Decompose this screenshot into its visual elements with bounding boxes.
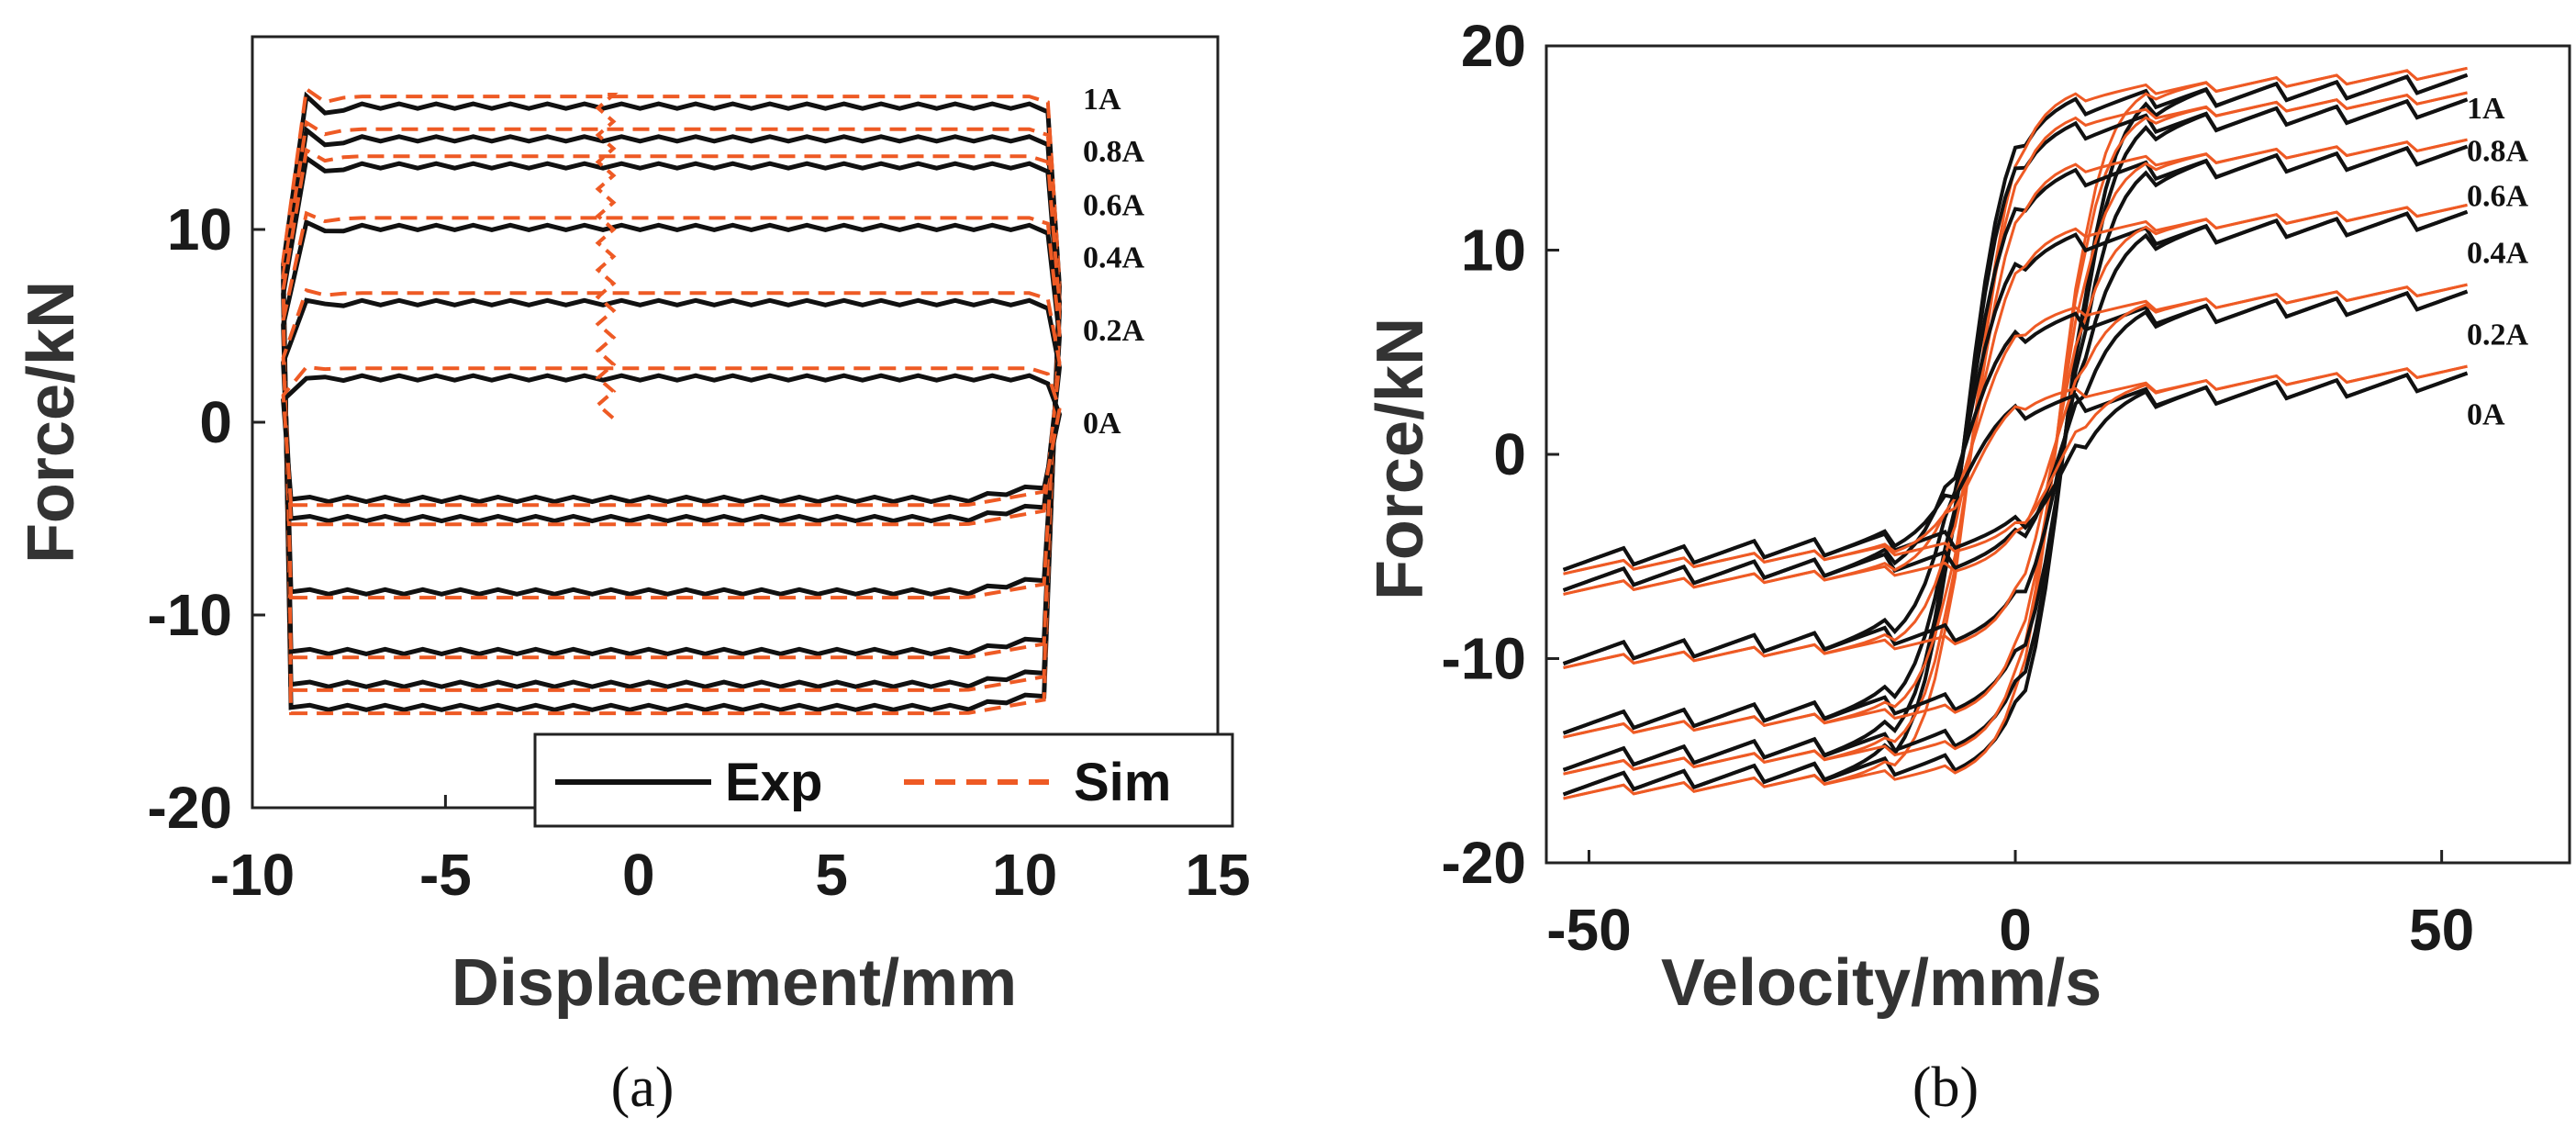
sim-curve-up-0A xyxy=(1563,364,2468,576)
plot-a-frame xyxy=(251,35,1220,810)
current-label-0.6A: 0.6A xyxy=(2467,179,2529,213)
exp-loop-0.6A xyxy=(281,154,1062,656)
sim-curve-down-0.6A xyxy=(1563,138,2468,739)
x-tick-label: 0 xyxy=(1999,897,2032,963)
exp-curve-down-0.6A xyxy=(1562,144,2469,735)
current-label-0.6A: 0.6A xyxy=(1083,189,1145,223)
current-label-0A: 0A xyxy=(2467,398,2505,432)
sim-loop-1A xyxy=(281,85,1062,716)
exp-curve-down-1A xyxy=(1562,73,2469,797)
y-tick-label: 10 xyxy=(167,196,232,263)
exp-curve-up-0.4A xyxy=(1562,209,2469,665)
current-label-0A: 0A xyxy=(1083,407,1121,441)
panel-label-a: (a) xyxy=(611,1056,675,1119)
current-label-0.2A: 0.2A xyxy=(1083,314,1145,348)
plot-a-curves xyxy=(281,85,1063,716)
legend: Exp Sim xyxy=(533,732,1234,828)
x-tick-label: 15 xyxy=(1185,842,1250,908)
sim-curve-down-0.2A xyxy=(1563,283,2468,596)
y-tick-label: -20 xyxy=(1442,830,1527,896)
current-label-0.8A: 0.8A xyxy=(2467,134,2529,168)
x-tick-label: 10 xyxy=(992,842,1057,908)
exp-loop-0A xyxy=(281,373,1063,505)
legend-sim-label: Sim xyxy=(1074,753,1171,812)
sim-curve-down-0.8A xyxy=(1563,91,2468,776)
x-tick-label: 0 xyxy=(622,842,655,908)
current-label-1A: 1A xyxy=(1083,83,1121,117)
sim-curve-down-0A xyxy=(1563,364,2468,576)
chart-b: -50 0 50 -20 -10 0 10 20 1A 0.8A 0.6A 0.4A 0.2A 0A V… xyxy=(1364,13,2571,1119)
exp-loop-1A xyxy=(281,91,1062,712)
y-tick-label: -20 xyxy=(148,775,233,841)
current-label-0.4A: 0.4A xyxy=(1083,240,1145,274)
y-tick-label: 0 xyxy=(199,389,232,455)
current-label-0.8A: 0.8A xyxy=(1083,135,1145,169)
exp-curve-up-0A xyxy=(1562,371,2469,572)
current-label-0.2A: 0.2A xyxy=(2467,319,2529,352)
x-tick-label: -50 xyxy=(1546,897,1632,963)
x-tick-label: -10 xyxy=(210,842,296,908)
sim-loop-0A xyxy=(281,364,1062,508)
exp-curve-down-0A xyxy=(1562,371,2469,572)
sim-loop-0.6A xyxy=(281,147,1062,660)
y-tick-label: 20 xyxy=(1461,13,1526,79)
plot-b-ylabel: Force/kN xyxy=(1364,318,1437,600)
exp-curve-down-0.8A xyxy=(1562,97,2469,772)
sim-loop-0.8A xyxy=(281,119,1062,692)
current-label-1A: 1A xyxy=(2467,92,2505,126)
legend-exp-label: Exp xyxy=(725,753,822,812)
current-label-0.4A: 0.4A xyxy=(2467,237,2529,271)
y-tick-label: 10 xyxy=(1461,218,1526,284)
plot-a-xlabel: Displacement/mm xyxy=(452,946,1017,1020)
exp-curve-down-0.4A xyxy=(1562,209,2469,665)
plot-b-current-labels: 1A 0.8A 0.6A 0.4A 0.2A 0A xyxy=(2467,92,2529,432)
sim-curve-down-0.4A xyxy=(1563,203,2468,669)
exp-curve-down-0.2A xyxy=(1562,289,2469,592)
y-tick-label: 0 xyxy=(1493,421,1526,487)
plot-b-ticks: -50 0 50 -20 -10 0 10 20 xyxy=(1442,13,2475,963)
plot-b-curves xyxy=(1562,66,2469,800)
x-tick-label: 50 xyxy=(2409,897,2474,963)
y-tick-label: -10 xyxy=(1442,626,1527,692)
sim-curve-up-0.6A xyxy=(1563,138,2468,739)
plot-a-ylabel: Force/kN xyxy=(15,281,88,564)
sim-transient-artifact xyxy=(595,93,619,420)
sim-curve-up-1A xyxy=(1563,66,2468,800)
sim-loop-0.2A xyxy=(281,287,1062,527)
sim-curve-down-1A xyxy=(1563,66,2468,800)
x-tick-label: -5 xyxy=(419,842,472,908)
exp-loop-0.2A xyxy=(281,297,1062,524)
exp-loop-0.8A xyxy=(281,126,1062,689)
panel-label-b: (b) xyxy=(1912,1056,1979,1119)
x-tick-label: 5 xyxy=(815,842,848,908)
sim-loop-0.4A xyxy=(281,210,1062,600)
y-tick-label: -10 xyxy=(148,582,233,648)
plot-a-current-labels: 1A 0.8A 0.6A 0.4A 0.2A 0A xyxy=(1083,83,1145,441)
exp-loop-0.4A xyxy=(281,218,1062,597)
sim-curve-up-0.8A xyxy=(1563,91,2468,776)
plot-b-xlabel: Velocity/mm/s xyxy=(1661,946,2102,1020)
